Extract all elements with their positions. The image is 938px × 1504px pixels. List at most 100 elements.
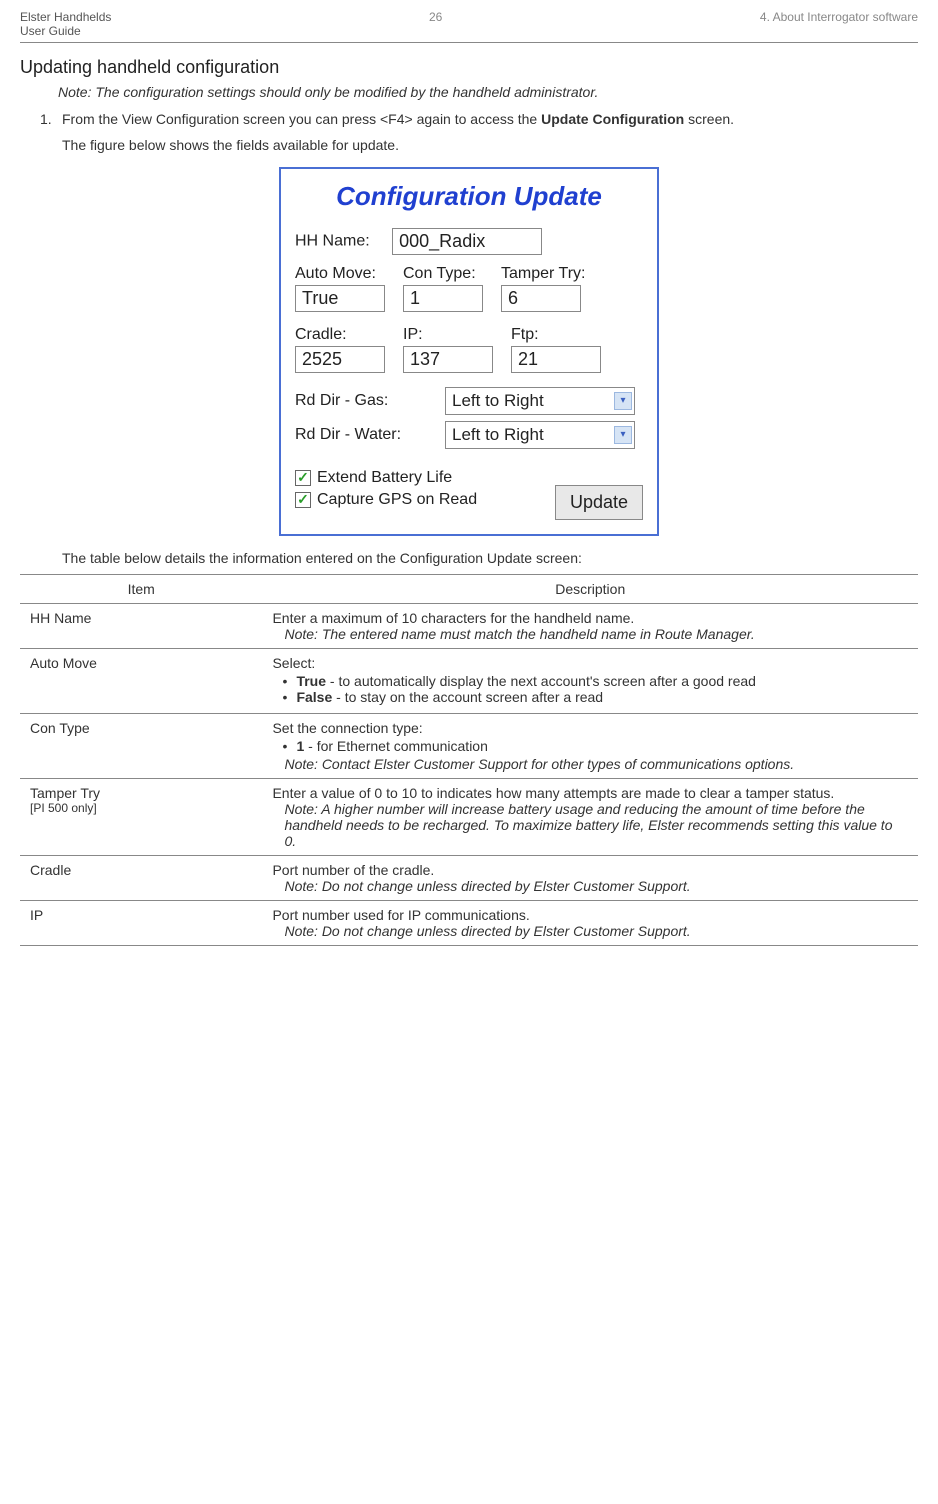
row-1-b0-bold: True — [296, 673, 326, 689]
row-5-note-label: Note: — [284, 923, 317, 939]
row-2-note-body: Contact Elster Customer Support for othe… — [322, 756, 794, 772]
cradle-input[interactable]: 2525 — [295, 346, 385, 373]
row-5-desc-main: Port number used for IP communications. — [272, 907, 529, 923]
row-0-note-label: Note: — [284, 626, 317, 642]
row-1-item: Auto Move — [20, 648, 262, 713]
extend-battery-checkbox[interactable]: ✓ — [295, 470, 311, 486]
ftp-label: Ftp: — [511, 326, 601, 344]
row-2-b0-rest: - for Ethernet communication — [304, 738, 488, 754]
row-5-note: Note: Do not change unless directed by E… — [284, 923, 908, 939]
ftp-input[interactable]: 21 — [511, 346, 601, 373]
rd-dir-gas-dropdown[interactable]: Left to Right ▾ — [445, 387, 635, 415]
row-3-item-sub: [PI 500 only] — [30, 801, 252, 815]
row-0-desc: Enter a maximum of 10 characters for the… — [262, 603, 918, 648]
row-2-bullet-0: • 1 - for Ethernet communication — [282, 738, 908, 754]
section-title: Updating handheld configuration — [20, 57, 918, 78]
auto-move-input[interactable]: True — [295, 285, 385, 312]
row-4-note-body: Do not change unless directed by Elster … — [322, 878, 691, 894]
row-3-note: Note: A higher number will increase batt… — [284, 801, 908, 849]
row-automove-contype-tamper: Auto Move: True Con Type: 1 Tamper Try: … — [295, 265, 643, 312]
row-0-note: Note: The entered name must match the ha… — [284, 626, 908, 642]
header-left-line1: Elster Handhelds — [20, 10, 111, 24]
row-5-note-body: Do not change unless directed by Elster … — [322, 923, 691, 939]
row-cradle-ip-ftp: Cradle: 2525 IP: 137 Ftp: 21 — [295, 326, 643, 373]
hh-name-row: HH Name: 000_Radix — [295, 228, 643, 255]
row-0-desc-main: Enter a maximum of 10 characters for the… — [272, 610, 634, 626]
rd-dir-water-dropdown[interactable]: Left to Right ▾ — [445, 421, 635, 449]
table-row: HH Name Enter a maximum of 10 characters… — [20, 603, 918, 648]
rd-dir-water-label: Rd Dir - Water: — [295, 426, 445, 444]
table-intro: The table below details the information … — [62, 550, 918, 566]
step-1-text-a: From the View Configuration screen you c… — [62, 111, 541, 127]
row-3-item: Tamper Try — [30, 785, 100, 801]
step-1-text-b: Update Configuration — [541, 111, 684, 127]
row-1-bullet-1: • False - to stay on the account screen … — [282, 689, 908, 705]
step-1-text-c: screen. — [684, 111, 734, 127]
bullet-dot-icon: • — [282, 689, 296, 705]
header-left-line2: User Guide — [20, 24, 81, 38]
rd-dir-gas-label: Rd Dir - Gas: — [295, 392, 445, 410]
row-2-desc: Set the connection type: • 1 - for Ether… — [262, 713, 918, 778]
row-5-desc: Port number used for IP communications. … — [262, 900, 918, 945]
rd-dir-gas-value: Left to Right — [452, 391, 544, 411]
tamper-try-label: Tamper Try: — [501, 265, 585, 283]
table-header-row: Item Description — [20, 574, 918, 603]
row-3-desc: Enter a value of 0 to 10 to indicates ho… — [262, 778, 918, 855]
header-right: 4. About Interrogator software — [760, 10, 918, 38]
top-note: Note: The configuration settings should … — [58, 84, 918, 100]
step-1: 1. From the View Configuration screen yo… — [40, 110, 918, 129]
ip-input[interactable]: 137 — [403, 346, 493, 373]
row-2-note: Note: Contact Elster Customer Support fo… — [284, 756, 908, 772]
step-1-body: From the View Configuration screen you c… — [62, 110, 918, 129]
rd-dir-water-row: Rd Dir - Water: Left to Right ▾ — [295, 421, 643, 449]
table-row: Auto Move Select: • True - to automatica… — [20, 648, 918, 713]
cradle-label: Cradle: — [295, 326, 385, 344]
bullet-dot-icon: • — [282, 673, 296, 689]
row-3-item-cell: Tamper Try [PI 500 only] — [20, 778, 262, 855]
table-row: Tamper Try [PI 500 only] Enter a value o… — [20, 778, 918, 855]
step-1-para: The figure below shows the fields availa… — [62, 137, 918, 153]
update-button[interactable]: Update — [555, 485, 643, 520]
ip-label: IP: — [403, 326, 493, 344]
capture-gps-checkbox[interactable]: ✓ — [295, 492, 311, 508]
ip-col: IP: 137 — [403, 326, 493, 373]
con-type-label: Con Type: — [403, 265, 483, 283]
row-1-desc-main: Select: — [272, 655, 315, 671]
row-1-b0-rest: - to automatically display the next acco… — [326, 673, 756, 689]
row-0-item: HH Name — [20, 603, 262, 648]
rd-dir-water-value: Left to Right — [452, 425, 544, 445]
cradle-col: Cradle: 2525 — [295, 326, 385, 373]
config-screenshot: Configuration Update HH Name: 000_Radix … — [279, 167, 659, 536]
auto-move-col: Auto Move: True — [295, 265, 385, 312]
extend-battery-label: Extend Battery Life — [317, 469, 452, 487]
row-1-bullets: • True - to automatically display the ne… — [282, 673, 908, 705]
bullet-dot-icon: • — [282, 738, 296, 754]
config-body: HH Name: 000_Radix Auto Move: True Con T… — [281, 228, 657, 534]
config-window-title: Configuration Update — [281, 169, 657, 228]
table-row: Cradle Port number of the cradle. Note: … — [20, 855, 918, 900]
hh-name-input[interactable]: 000_Radix — [392, 228, 542, 255]
hh-name-label: HH Name: — [295, 233, 370, 250]
row-3-note-body: A higher number will increase battery us… — [284, 801, 892, 849]
row-1-b1-bold: False — [296, 689, 332, 705]
row-2-note-label: Note: — [284, 756, 317, 772]
con-type-col: Con Type: 1 — [403, 265, 483, 312]
row-3-desc-main: Enter a value of 0 to 10 to indicates ho… — [272, 785, 834, 801]
ftp-col: Ftp: 21 — [511, 326, 601, 373]
table-row: IP Port number used for IP communication… — [20, 900, 918, 945]
row-4-note-label: Note: — [284, 878, 317, 894]
step-1-number: 1. — [40, 110, 62, 129]
capture-gps-label: Capture GPS on Read — [317, 491, 477, 509]
con-type-input[interactable]: 1 — [403, 285, 483, 312]
chevron-down-icon: ▾ — [614, 426, 632, 444]
row-1-desc: Select: • True - to automatically displa… — [262, 648, 918, 713]
row-1-b1-rest: - to stay on the account screen after a … — [332, 689, 603, 705]
auto-move-label: Auto Move: — [295, 265, 385, 283]
chevron-down-icon: ▾ — [614, 392, 632, 410]
row-2-bullets: • 1 - for Ethernet communication — [282, 738, 908, 754]
tamper-try-col: Tamper Try: 6 — [501, 265, 585, 312]
page-number: 26 — [429, 10, 442, 38]
tamper-try-input[interactable]: 6 — [501, 285, 581, 312]
row-5-item: IP — [20, 900, 262, 945]
row-2-desc-main: Set the connection type: — [272, 720, 422, 736]
